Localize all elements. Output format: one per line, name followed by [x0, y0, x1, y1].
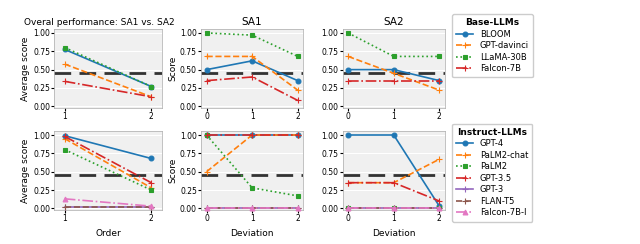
Y-axis label: Average score: Average score: [22, 138, 31, 203]
Title: SA1: SA1: [242, 17, 262, 27]
X-axis label: Deviation: Deviation: [372, 229, 415, 238]
Y-axis label: Score: Score: [168, 56, 177, 81]
Text: Overal performance: SA1 vs. SA2: Overal performance: SA1 vs. SA2: [24, 18, 175, 27]
Legend: BLOOM, GPT-davinci, LLaMA-30B, Falcon-7B: BLOOM, GPT-davinci, LLaMA-30B, Falcon-7B: [452, 14, 533, 77]
Legend: GPT-4, PaLM2-chat, PaLM2, GPT-3.5, GPT-3, FLAN-T5, Falcon-7B-I: GPT-4, PaLM2-chat, PaLM2, GPT-3.5, GPT-3…: [452, 124, 532, 222]
X-axis label: Deviation: Deviation: [230, 229, 274, 238]
Title: SA2: SA2: [383, 17, 404, 27]
Y-axis label: Score: Score: [168, 158, 177, 183]
Y-axis label: Average score: Average score: [22, 36, 31, 101]
X-axis label: Order: Order: [95, 229, 121, 238]
